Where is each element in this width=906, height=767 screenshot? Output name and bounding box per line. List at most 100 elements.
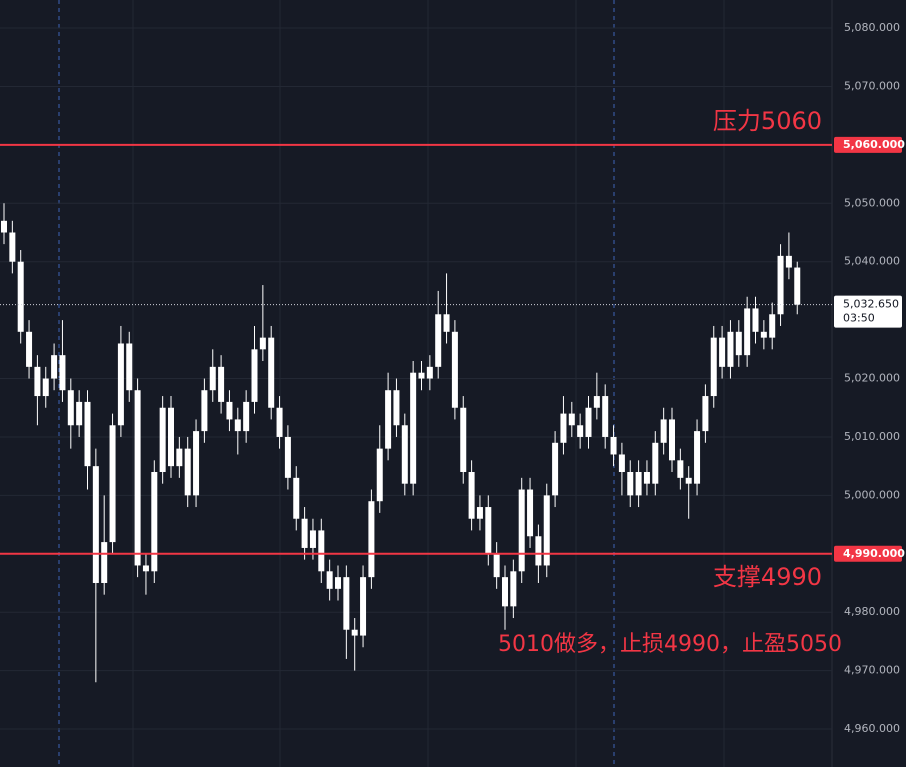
candle-body (543, 495, 550, 566)
candle-body (284, 436, 291, 478)
candle-body (577, 425, 584, 437)
candle-body (251, 349, 258, 402)
candle-body (368, 501, 375, 578)
candle-body (42, 378, 49, 397)
countdown-label: 03:50 (843, 312, 875, 325)
candle-body (51, 355, 58, 379)
y-tick-label: 4,980.000 (844, 605, 900, 618)
candle-body (385, 390, 392, 449)
candle-body (435, 314, 442, 367)
candle-body (643, 472, 650, 484)
candle-body (301, 518, 308, 548)
candle-body (460, 407, 467, 472)
candle-body (618, 454, 625, 472)
candle-body (560, 413, 567, 443)
candle-body (218, 366, 225, 402)
candle-body (243, 401, 250, 432)
candle-body (660, 419, 667, 443)
candle-body (535, 536, 542, 566)
candle-body (552, 442, 559, 496)
candle-body (418, 372, 425, 379)
candle-body (360, 577, 367, 636)
level-annotation: 支撑4990 (713, 563, 822, 591)
candle-body (685, 477, 692, 484)
candle-body (234, 419, 241, 432)
y-tick-label: 5,040.000 (844, 255, 900, 268)
y-tick-label: 5,070.000 (844, 79, 900, 92)
candle-body (527, 489, 534, 537)
candle-body (777, 255, 784, 315)
trade-annotation: 5010做多，止损4990，止盈5050 (498, 632, 842, 657)
candle-body (318, 530, 325, 572)
candle-body (376, 448, 383, 502)
y-tick-label: 5,020.000 (844, 372, 900, 385)
level-box (834, 136, 902, 153)
candle-body (502, 577, 508, 607)
candle-body (468, 472, 475, 519)
candle-body (17, 261, 24, 332)
candle-body (59, 355, 66, 391)
candle-body (84, 401, 91, 467)
candle-body (476, 507, 483, 519)
candle-body (134, 390, 141, 566)
candle-body (727, 331, 734, 367)
candle-body (209, 366, 216, 391)
candle-body (785, 255, 792, 268)
y-tick-label: 4,960.000 (844, 722, 900, 735)
candle-body (117, 343, 124, 426)
candle-body (719, 337, 726, 367)
candle-body (393, 390, 400, 426)
candle-body (151, 472, 158, 572)
candle-body (293, 477, 300, 519)
y-tick-label: 5,010.000 (844, 430, 900, 443)
candle-body (702, 396, 709, 432)
candle-body (760, 331, 767, 338)
candle-body (493, 553, 500, 578)
candle-body (201, 390, 208, 432)
candle-body (268, 337, 275, 408)
candle-body (67, 390, 74, 426)
candle-body (602, 396, 609, 437)
candle-body (1, 220, 7, 233)
candle-body (735, 331, 742, 356)
candle-body (176, 448, 183, 467)
candle-body (610, 436, 617, 455)
candle-body (351, 629, 358, 636)
candle-body (426, 366, 433, 379)
candle-body (9, 232, 16, 262)
candle-body (752, 308, 759, 332)
y-tick-label: 5,050.000 (844, 196, 900, 209)
last-price-label: 5,032.650 (843, 298, 899, 311)
candle-body (635, 472, 642, 496)
candle-body (34, 366, 41, 397)
candle-body (159, 407, 166, 472)
candle-body (92, 466, 99, 583)
level-box (834, 545, 902, 562)
last-price-box (834, 295, 902, 328)
candle-body (193, 431, 200, 496)
candle-body (76, 401, 83, 426)
candle-body (168, 407, 174, 467)
candle-body (226, 401, 233, 420)
level-annotation: 压力5060 (713, 107, 822, 135)
candle-body (443, 314, 450, 332)
y-tick-label: 5,000.000 (844, 488, 900, 501)
y-tick-label: 4,970.000 (844, 664, 900, 677)
candle-body (401, 425, 408, 484)
candle-body (677, 460, 684, 478)
candle-body (335, 577, 341, 589)
candle-body (101, 542, 108, 583)
candle-body (142, 565, 149, 572)
candle-body (26, 331, 33, 367)
candle-body (451, 331, 458, 408)
candle-body (126, 343, 133, 391)
candle-body (744, 308, 751, 356)
candle-body (794, 267, 801, 305)
candle-body (276, 407, 283, 437)
y-tick-label: 5,080.000 (844, 21, 900, 34)
candle-body (593, 396, 600, 408)
candle-body (769, 314, 776, 338)
candle-body (669, 419, 675, 461)
candle-body (184, 448, 191, 496)
